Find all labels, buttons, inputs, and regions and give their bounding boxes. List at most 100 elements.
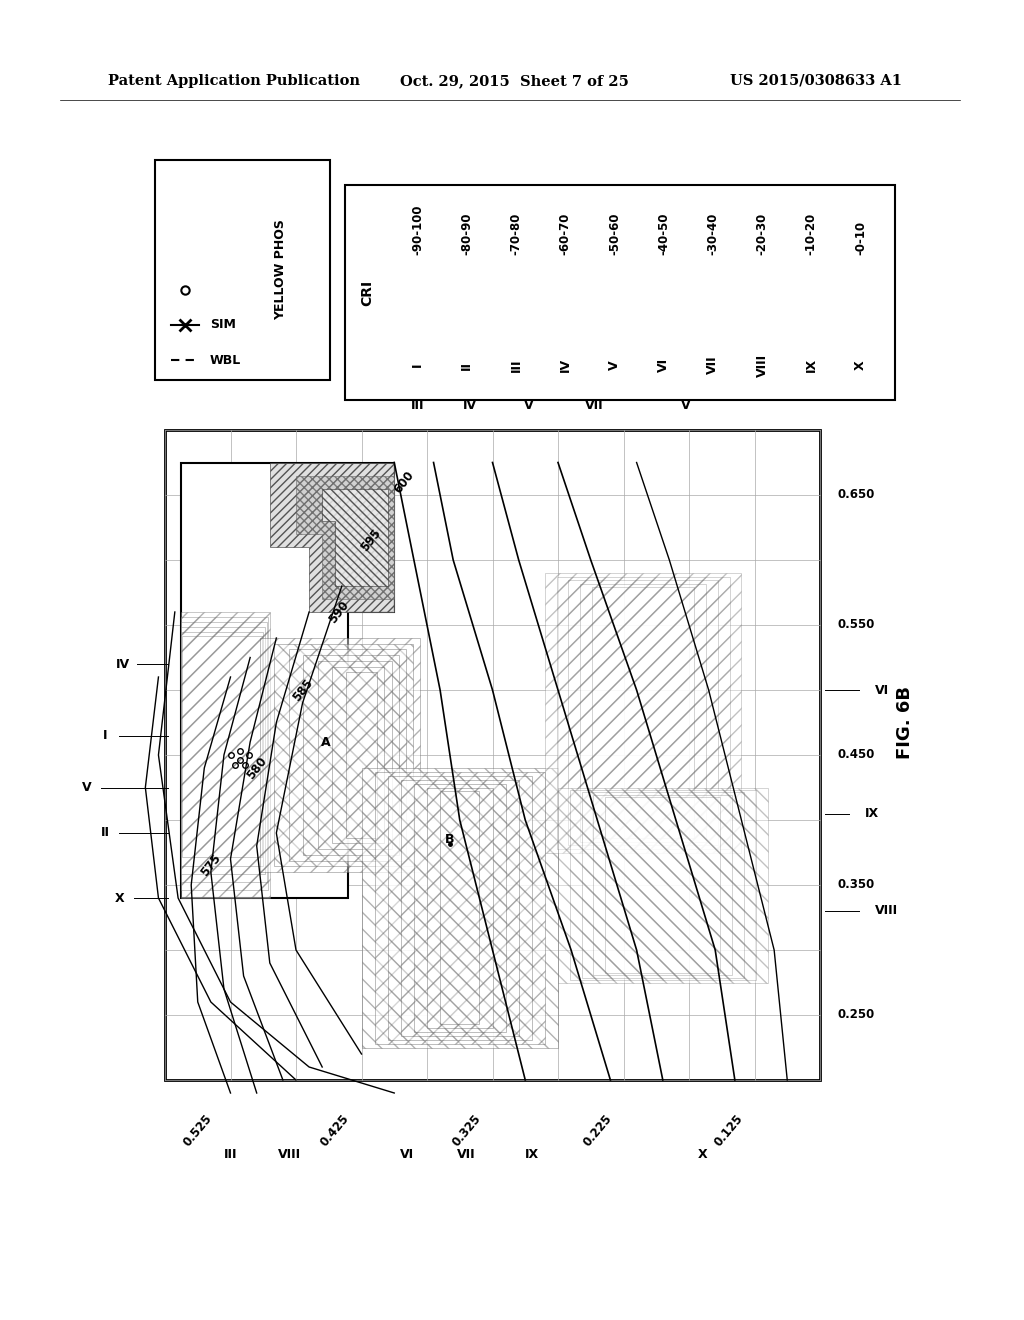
Polygon shape — [361, 768, 558, 1048]
Text: Oct. 29, 2015  Sheet 7 of 25: Oct. 29, 2015 Sheet 7 of 25 — [400, 74, 629, 88]
Text: 0.350: 0.350 — [838, 879, 876, 891]
Polygon shape — [605, 797, 721, 973]
Text: I: I — [411, 363, 424, 367]
Text: V: V — [523, 399, 534, 412]
Text: V: V — [82, 781, 92, 795]
Text: 575: 575 — [199, 851, 223, 879]
Polygon shape — [317, 661, 391, 849]
Polygon shape — [568, 579, 718, 846]
Text: 585: 585 — [290, 676, 315, 704]
Text: 0.225: 0.225 — [581, 1111, 614, 1148]
Polygon shape — [303, 655, 398, 855]
Bar — [345, 185, 895, 400]
Text: YELLOW PHOS: YELLOW PHOS — [274, 219, 288, 321]
Polygon shape — [545, 573, 741, 853]
Text: -40-50: -40-50 — [657, 213, 670, 255]
Polygon shape — [414, 784, 506, 1032]
Text: VII: VII — [457, 1148, 475, 1162]
Text: II: II — [100, 826, 110, 840]
Bar — [165, 430, 820, 1080]
Polygon shape — [181, 622, 266, 882]
Text: IX: IX — [805, 358, 818, 372]
Text: US 2015/0308633 A1: US 2015/0308633 A1 — [730, 74, 902, 88]
Text: -50-60: -50-60 — [608, 213, 621, 255]
Text: CRI: CRI — [360, 280, 374, 305]
Text: 0.250: 0.250 — [838, 1008, 876, 1022]
Polygon shape — [581, 583, 706, 842]
Text: IX: IX — [524, 1148, 539, 1162]
Polygon shape — [558, 788, 768, 982]
Polygon shape — [274, 644, 414, 866]
Polygon shape — [592, 587, 694, 838]
Text: -90-100: -90-100 — [411, 205, 424, 255]
Text: 0.325: 0.325 — [450, 1111, 483, 1148]
Text: 580: 580 — [244, 754, 269, 781]
Text: 0.650: 0.650 — [838, 488, 876, 502]
Text: IV: IV — [559, 358, 571, 372]
Text: -30-40: -30-40 — [707, 213, 719, 255]
Text: WBL: WBL — [210, 354, 242, 367]
Polygon shape — [181, 612, 269, 898]
Text: VIII: VIII — [278, 1148, 301, 1162]
Polygon shape — [296, 475, 394, 599]
Polygon shape — [289, 649, 407, 861]
Polygon shape — [323, 488, 388, 586]
Polygon shape — [181, 631, 263, 866]
Polygon shape — [332, 667, 384, 843]
Text: VIII: VIII — [874, 904, 898, 917]
Bar — [155, 160, 330, 380]
Text: 0.525: 0.525 — [181, 1111, 215, 1148]
Text: FIG. 6B: FIG. 6B — [896, 686, 914, 759]
Text: I: I — [102, 729, 108, 742]
Text: 595: 595 — [358, 527, 384, 554]
Text: VII: VII — [707, 355, 719, 375]
Text: 0.550: 0.550 — [838, 619, 876, 631]
Polygon shape — [269, 462, 394, 612]
Text: 590: 590 — [326, 598, 351, 626]
Text: 600: 600 — [391, 469, 417, 495]
Polygon shape — [181, 636, 261, 858]
Polygon shape — [582, 792, 744, 978]
Text: -0-10: -0-10 — [854, 220, 867, 255]
Text: VI: VI — [400, 1148, 415, 1162]
Polygon shape — [593, 795, 732, 975]
Text: IV: IV — [463, 399, 476, 412]
Text: 0.425: 0.425 — [318, 1111, 352, 1148]
Text: III: III — [224, 1148, 238, 1162]
Text: VII: VII — [585, 399, 603, 412]
Polygon shape — [375, 772, 545, 1044]
Text: III: III — [510, 358, 522, 372]
Text: V: V — [681, 399, 690, 412]
Text: II: II — [461, 360, 473, 370]
Polygon shape — [181, 616, 268, 890]
Polygon shape — [388, 776, 531, 1040]
Polygon shape — [400, 780, 519, 1036]
Text: -10-20: -10-20 — [805, 213, 818, 255]
Text: SIM: SIM — [210, 318, 236, 331]
Text: A: A — [321, 735, 331, 748]
Text: X: X — [854, 360, 867, 370]
Text: X: X — [697, 1148, 707, 1162]
Polygon shape — [346, 672, 377, 838]
Text: X: X — [115, 891, 125, 904]
Text: V: V — [608, 360, 621, 370]
Text: -70-80: -70-80 — [510, 213, 522, 255]
Text: VIII: VIII — [756, 354, 768, 376]
Polygon shape — [440, 792, 479, 1024]
Text: IX: IX — [865, 807, 880, 820]
Text: B: B — [445, 833, 455, 846]
Polygon shape — [181, 462, 394, 898]
Text: Patent Application Publication: Patent Application Publication — [108, 74, 360, 88]
Polygon shape — [427, 788, 493, 1028]
Polygon shape — [569, 789, 756, 981]
Polygon shape — [557, 577, 730, 849]
Text: -60-70: -60-70 — [559, 213, 571, 255]
Text: 0.125: 0.125 — [712, 1111, 745, 1148]
Text: III: III — [411, 399, 424, 412]
Text: VI: VI — [874, 684, 889, 697]
Polygon shape — [260, 638, 421, 873]
Text: -80-90: -80-90 — [461, 213, 473, 255]
Text: IV: IV — [116, 657, 130, 671]
Text: -20-30: -20-30 — [756, 213, 768, 255]
Polygon shape — [181, 627, 265, 874]
